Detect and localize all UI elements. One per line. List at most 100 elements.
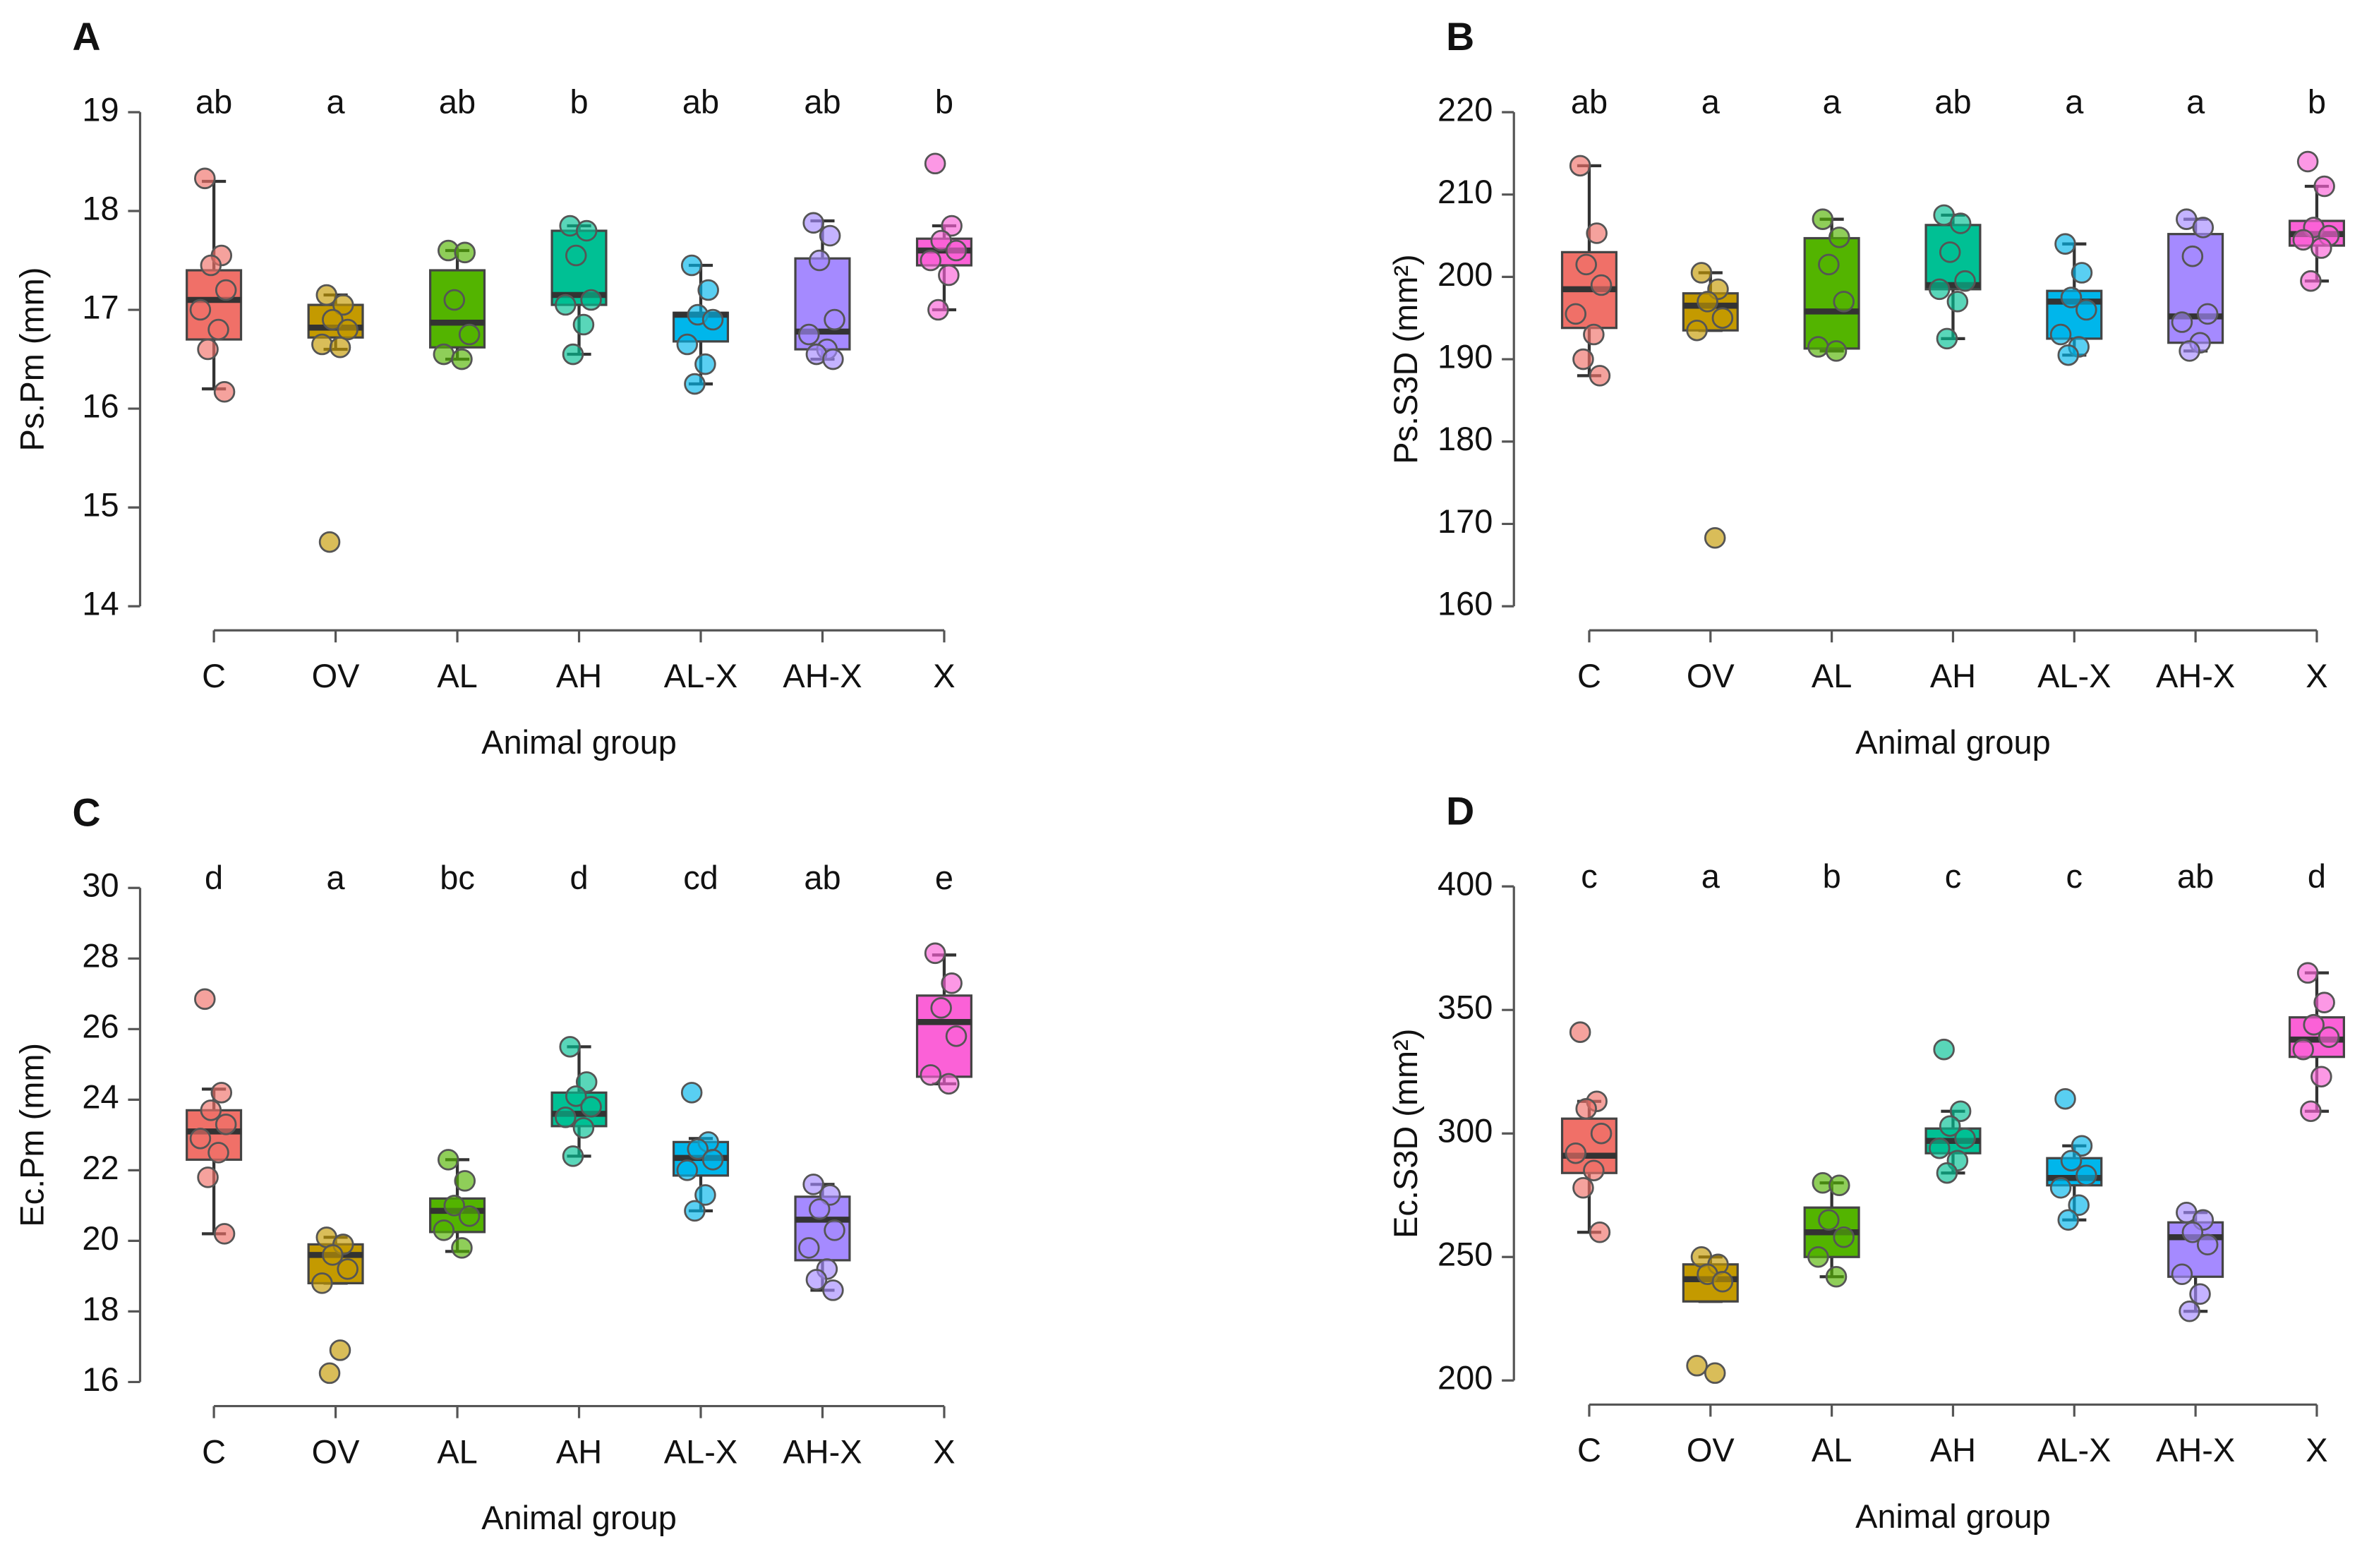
data-point <box>2196 1234 2219 1256</box>
data-point <box>194 167 216 190</box>
data-point <box>210 1082 233 1104</box>
data-point <box>559 1036 581 1058</box>
data-point <box>454 1170 476 1192</box>
x-tick-label: X <box>2306 1431 2327 1469</box>
y-tick-label: 350 <box>1438 989 1493 1026</box>
data-point <box>311 1272 333 1294</box>
significance-letter: ab <box>1934 83 1971 121</box>
data-point <box>213 1223 236 1245</box>
data-point <box>1572 348 1594 370</box>
data-point <box>215 1114 237 1135</box>
y-tick-label: 14 <box>82 585 119 622</box>
data-point <box>1825 1265 1848 1288</box>
data-point <box>1954 270 1976 292</box>
y-tick-label: 180 <box>1438 420 1493 457</box>
significance-letter: ab <box>439 83 476 121</box>
data-point <box>676 1159 699 1181</box>
data-point <box>684 373 706 395</box>
data-point <box>1583 1159 1605 1181</box>
data-point <box>2292 229 2315 251</box>
data-point <box>1569 155 1591 177</box>
x-tick-label: AL-X <box>664 1433 737 1470</box>
data-point <box>938 1073 960 1095</box>
x-tick-label: AL <box>1812 1431 1852 1469</box>
data-point <box>684 1200 706 1222</box>
x-tick-label: OV <box>1687 657 1735 694</box>
data-point <box>555 1106 577 1128</box>
x-tick-label: AL-X <box>2037 1431 2111 1469</box>
panel-label: C <box>72 790 100 834</box>
data-point <box>458 323 481 346</box>
data-point <box>2313 991 2335 1013</box>
data-point <box>802 212 824 234</box>
y-tick-label: 30 <box>82 867 119 904</box>
data-point <box>2071 262 2093 284</box>
data-point <box>1586 222 1608 244</box>
data-point <box>197 1166 219 1188</box>
data-point <box>924 942 946 965</box>
y-tick-label: 200 <box>1438 255 1493 293</box>
data-point <box>2171 311 2193 333</box>
y-tick-label: 17 <box>82 288 119 325</box>
data-point <box>1939 1115 1961 1137</box>
data-point <box>941 972 963 994</box>
data-point <box>927 298 949 321</box>
data-point <box>451 1237 473 1259</box>
significance-letter: c <box>1581 857 1597 895</box>
significance-letter: a <box>1701 83 1721 121</box>
data-point <box>1565 1142 1587 1164</box>
x-tick-label: AH-X <box>783 657 862 694</box>
data-point <box>945 239 968 262</box>
data-point <box>701 308 724 331</box>
x-tick-label: X <box>2306 657 2327 694</box>
data-point <box>1711 307 1734 329</box>
data-point <box>1949 212 1972 234</box>
data-point <box>694 353 716 375</box>
y-tick-label: 190 <box>1438 337 1493 375</box>
data-point <box>189 1128 212 1150</box>
data-point <box>2196 303 2219 325</box>
x-tick-label: AH <box>1930 657 1976 694</box>
significance-letter: e <box>935 859 953 896</box>
y-tick-label: 24 <box>82 1078 119 1116</box>
data-point <box>329 336 351 358</box>
data-point <box>1946 291 1969 313</box>
y-tick-label: 16 <box>82 387 119 424</box>
data-point <box>433 343 455 366</box>
data-point <box>575 1071 598 1093</box>
data-point <box>1954 1127 1976 1150</box>
data-point <box>1833 291 1855 313</box>
significance-letter: ab <box>195 83 232 121</box>
data-point <box>1928 1137 1951 1159</box>
data-point <box>2310 1066 2332 1087</box>
data-point <box>797 323 820 346</box>
y-tick-label: 210 <box>1438 173 1493 210</box>
x-tick-label: AH-X <box>2156 1431 2235 1469</box>
data-point <box>437 1149 459 1171</box>
y-tick-label: 15 <box>82 486 119 523</box>
data-point <box>433 1219 455 1241</box>
x-tick-label: OV <box>312 1433 361 1470</box>
chart-panel: D Ec.S3D (mm²) 200 250 300 350 400 Animal group… <box>1387 789 2345 1535</box>
data-point <box>2189 1283 2211 1305</box>
y-axis-label: Ps.S3D (mm²) <box>1387 254 1424 464</box>
data-point <box>1686 1355 1708 1377</box>
data-point <box>1933 1038 1955 1061</box>
data-point <box>680 1082 703 1104</box>
x-tick-label: AL <box>1812 657 1852 694</box>
significance-letter: a <box>327 859 346 896</box>
x-tick-label: AH <box>556 657 602 694</box>
y-tick-label: 300 <box>1438 1112 1493 1150</box>
x-tick-label: AL-X <box>664 657 737 694</box>
significance-letter: bc <box>440 859 475 896</box>
y-tick-label: 26 <box>82 1008 119 1045</box>
data-point <box>2300 1100 2322 1122</box>
significance-letter: a <box>1701 857 1721 895</box>
x-tick-label: OV <box>1687 1431 1735 1469</box>
data-point <box>1704 527 1726 549</box>
data-point <box>197 338 219 361</box>
data-point <box>1818 1209 1840 1231</box>
data-point <box>687 1138 709 1160</box>
data-point <box>580 289 602 311</box>
